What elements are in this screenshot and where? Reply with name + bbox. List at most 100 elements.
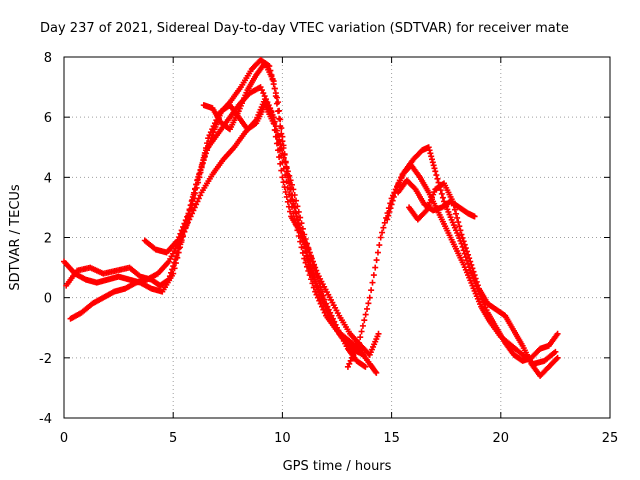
data-point [290,200,297,207]
data-point [306,249,313,256]
data-point [294,203,301,210]
data-point [257,84,264,91]
chart-title: Day 237 of 2021, Sidereal Day-to-day VTE… [40,21,569,36]
data-point [460,238,467,245]
data-point [209,132,216,139]
data-point [171,259,178,266]
data-point [326,312,333,319]
data-point [471,213,478,220]
data-point [191,204,198,211]
data-point [384,216,391,223]
data-point [311,261,318,268]
data-point [258,87,265,94]
data-point [169,266,176,273]
data-point [456,223,463,230]
data-point [462,245,469,252]
series-2 [63,57,362,355]
data-point [459,234,466,241]
data-point [465,251,472,258]
data-point [276,115,283,122]
data-point [472,275,479,282]
data-point [311,276,318,283]
data-point [306,265,313,272]
data-point [455,219,462,226]
data-point [205,144,212,151]
data-point [376,242,383,249]
data-point [174,237,181,244]
data-point [308,255,315,262]
data-point [282,188,289,195]
data-point [202,150,209,157]
data-point [554,354,561,361]
data-point [390,193,397,200]
data-point [451,206,458,213]
data-point [372,264,379,271]
data-point [362,311,369,318]
data-point [324,309,331,316]
series-9 [406,180,561,379]
data-point [272,133,279,140]
data-point [370,272,377,279]
data-point [273,100,280,107]
data-point [355,339,362,346]
data-point [292,208,299,215]
data-point [466,255,473,262]
data-point [427,150,434,157]
data-point [299,234,306,241]
series-1 [61,84,380,376]
data-point [181,220,188,227]
data-point [377,234,384,241]
data-point [347,357,354,364]
data-point [197,192,204,199]
data-point [206,141,213,148]
data-point [353,345,360,352]
data-point [193,201,200,208]
data-point [309,258,316,265]
data-point [293,213,300,220]
data-point [280,179,287,186]
data-point [438,190,445,197]
data-point [282,158,289,165]
data-point [426,147,433,154]
data-point [433,172,440,179]
data-point [190,189,197,196]
data-point [362,363,369,370]
data-point [273,140,280,147]
data-point [317,294,324,301]
data-point [277,123,284,130]
y-tick-label: 8 [44,51,52,66]
data-point [552,348,559,355]
data-point [313,284,320,291]
axis-ticks: 0 5 10 15 20 25 -4 -2 0 2 4 6 8 [39,51,618,446]
data-point [187,202,194,209]
data-point [279,174,286,181]
data-point [166,273,173,280]
data-point [178,227,185,234]
data-point [429,159,436,166]
data-point [351,348,358,355]
data-point [210,129,217,136]
data-point [374,249,381,256]
data-point [379,229,386,236]
data-point [301,243,308,250]
data-point [372,368,379,375]
y-tick-label: 2 [44,232,52,247]
data-point [297,229,304,236]
y-axis-label: SDTVAR / TECUs [8,184,23,291]
data-point [428,153,435,160]
data-point [302,248,309,255]
data-point [321,303,328,310]
data-point [346,360,353,367]
x-axis-label: GPS time / hours [283,459,392,474]
data-point [439,194,446,201]
y-tick-label: 0 [44,292,52,307]
data-point [270,120,277,127]
data-point [319,297,326,304]
data-point [474,282,481,289]
data-point [275,108,282,115]
data-point [190,207,197,214]
data-point [313,267,320,274]
data-point [454,214,461,221]
data-point [284,172,291,179]
data-point [453,210,460,217]
